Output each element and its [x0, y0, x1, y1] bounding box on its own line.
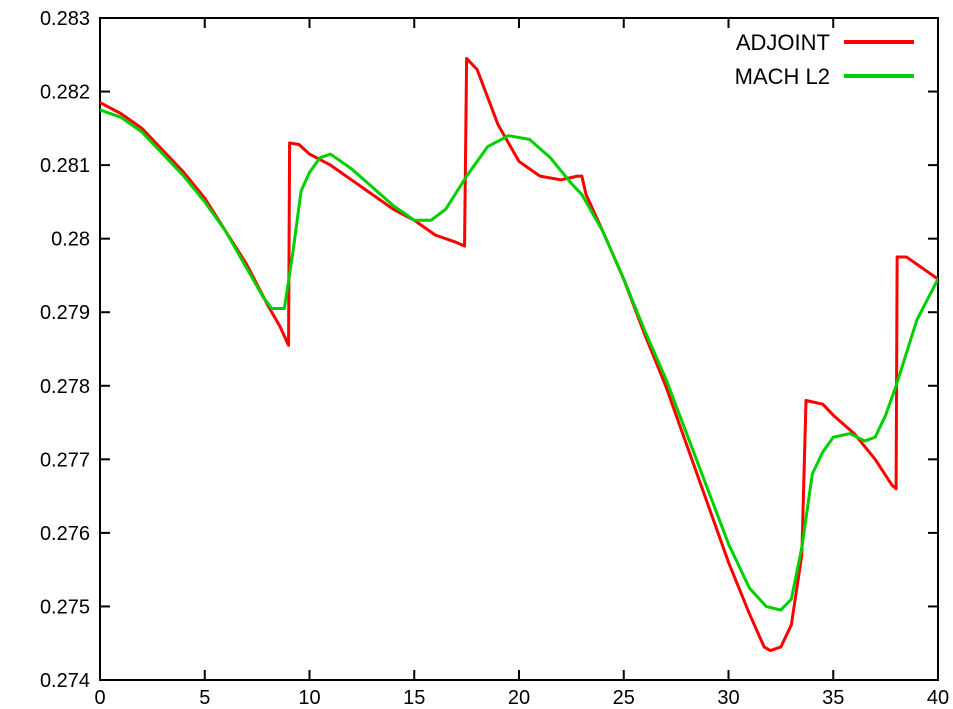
y-tick-label: 0.282: [40, 82, 90, 104]
y-tick-label: 0.275: [40, 596, 90, 618]
legend-label: MACH L2: [735, 64, 830, 89]
y-tick-label: 0.278: [40, 376, 90, 398]
line-chart: 0 5 10 15 20 25 30 35 40 0.274 0.275 0.276 0.277 0.27…: [0, 0, 953, 709]
x-tick-label: 5: [199, 687, 210, 709]
x-tick-label: 10: [298, 687, 320, 709]
x-tick-label: 20: [508, 687, 530, 709]
y-tick-label: 0.276: [40, 523, 90, 545]
chart-svg: 0 5 10 15 20 25 30 35 40 0.274 0.275 0.276 0.277 0.27…: [0, 0, 953, 709]
x-tick-label: 25: [613, 687, 635, 709]
y-tick-label: 0.281: [40, 155, 90, 177]
y-tick-label: 0.277: [40, 449, 90, 471]
y-tick-label: 0.279: [40, 302, 90, 324]
y-tick-label: 0.274: [40, 670, 90, 692]
y-tick-label: 0.283: [40, 8, 90, 30]
x-tick-label: 35: [822, 687, 844, 709]
x-tick-label: 0: [94, 687, 105, 709]
x-tick-label: 15: [403, 687, 425, 709]
y-tick-label: 0.28: [51, 229, 90, 251]
x-tick-label: 40: [927, 687, 949, 709]
legend-label: ADJOINT: [736, 30, 830, 55]
x-tick-label: 30: [717, 687, 739, 709]
